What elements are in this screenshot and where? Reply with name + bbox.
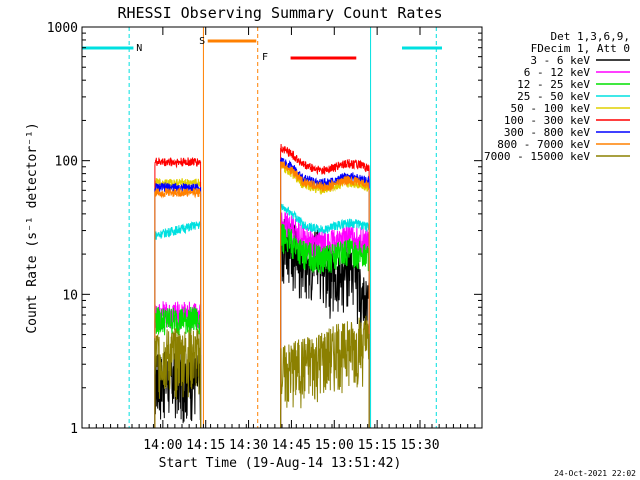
legend-label-8: 800 - 7000 keV [497, 138, 590, 151]
y-tick-label: 100 [55, 155, 78, 170]
legend-header-2: FDecim 1, Att 0 [531, 42, 630, 55]
x-tick-label: 15:30 [400, 438, 439, 453]
mode-label-s: S [199, 36, 205, 47]
legend-label-5: 50 - 100 keV [511, 102, 591, 115]
legend-label-4: 25 - 50 keV [517, 90, 590, 103]
legend-label-7: 300 - 800 keV [504, 126, 590, 139]
series-line-6 [154, 143, 370, 428]
mode-label-n: N [136, 43, 142, 54]
x-tick-label: 15:15 [358, 438, 397, 453]
legend-label-6: 100 - 300 keV [504, 114, 590, 127]
legend-label-9: 7000 - 15000 keV [484, 150, 590, 163]
y-tick-label: 1 [70, 422, 78, 437]
series-line-9 [154, 315, 370, 428]
y-tick-label: 1000 [47, 21, 78, 36]
x-tick-label: 15:00 [315, 438, 354, 453]
x-tick-label: 14:00 [143, 438, 182, 453]
series-line-8 [154, 161, 370, 428]
x-tick-label: 14:30 [229, 438, 268, 453]
axes: 14:00 14:15 14:30 14:45 15:00 15:15 15:30 1 10 10… [47, 21, 483, 453]
x-tick-label: 14:45 [272, 438, 311, 453]
y-axis-label: Count Rate (s⁻¹ detector⁻¹) [25, 122, 40, 333]
mode-label-f: F [262, 52, 268, 63]
series-line-4 [154, 203, 370, 428]
legend-label-2: 6 - 12 keV [524, 66, 591, 79]
legend-label-1: 3 - 6 keV [530, 54, 590, 67]
x-axis-label: Start Time (19-Aug-14 13:51:42) [159, 456, 402, 471]
footer-date: 24-Oct-2021 22:02 [554, 469, 636, 478]
chart-title: RHESSI Observing Summary Count Rates [117, 4, 442, 22]
x-tick-label: 14:15 [186, 438, 225, 453]
legend-label-3: 12 - 25 keV [517, 78, 590, 91]
plot-area: N S F [82, 27, 442, 428]
y-tick-label: 10 [62, 288, 78, 303]
legend-header-1: Det 1,3,6,9, [551, 30, 630, 43]
